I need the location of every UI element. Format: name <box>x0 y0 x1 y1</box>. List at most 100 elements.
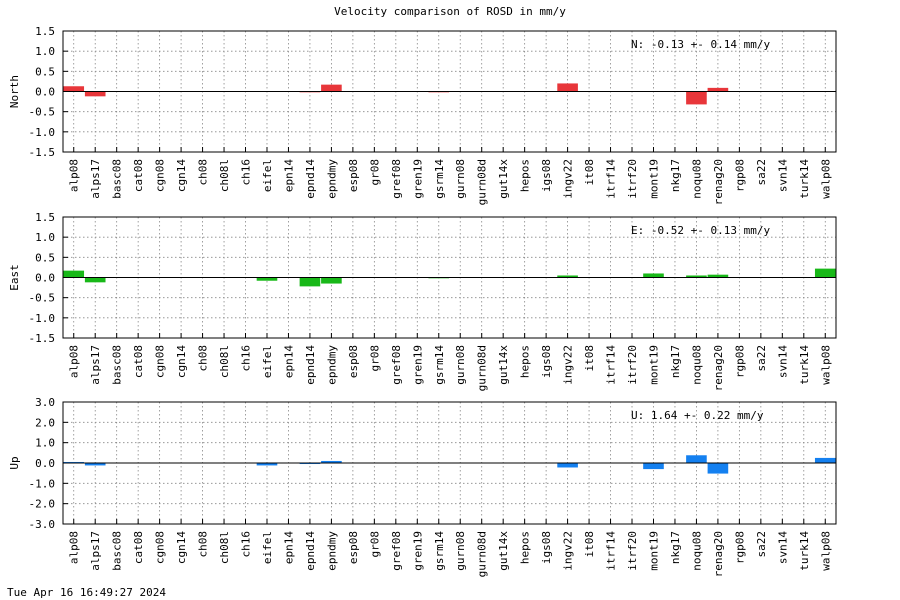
xtick-label: ch16 <box>240 159 253 186</box>
xtick-label: ch08l <box>218 159 231 192</box>
xtick-label: cat08 <box>132 345 145 378</box>
bar-alp08 <box>63 270 85 278</box>
xtick-label: rgp08 <box>733 345 746 378</box>
xtick-label: gurn08 <box>454 159 467 199</box>
xtick-label: gut14x <box>497 345 510 385</box>
xtick-label: ch08 <box>197 531 210 558</box>
ylabel: North <box>8 75 21 108</box>
ytick-label: -1.5 <box>29 146 56 159</box>
xtick-label: epndmy <box>325 531 338 571</box>
ytick-label: 0.0 <box>35 86 55 99</box>
xtick-label: cgn08 <box>154 531 167 564</box>
xtick-label: rgp08 <box>733 159 746 192</box>
xtick-label: alp08 <box>68 159 81 192</box>
chart-title: Velocity comparison of ROSD in mm/y <box>334 5 566 18</box>
timestamp: Tue Apr 16 16:49:27 2024 <box>7 586 166 599</box>
xtick-label: turk14 <box>798 345 811 385</box>
xtick-label: cgn14 <box>175 159 188 192</box>
xtick-label: it08 <box>583 531 596 558</box>
xtick-label: nkg17 <box>669 531 682 564</box>
plot-frame <box>62 216 837 339</box>
bar-walp08 <box>814 457 836 463</box>
xtick-label: svn14 <box>776 345 789 378</box>
bar-ingv22 <box>557 275 578 278</box>
xtick-label: ch08 <box>197 159 210 186</box>
ytick-label: -1.0 <box>29 126 56 139</box>
ytick-label: 1.0 <box>35 231 55 244</box>
bar-eifel <box>256 463 278 466</box>
xtick-label: itrf20 <box>626 531 639 571</box>
xtick-label: gr08 <box>368 345 381 372</box>
xtick-label: it08 <box>583 159 596 186</box>
bar-ingv22 <box>557 83 578 92</box>
xtick-label: igs08 <box>540 345 553 378</box>
xtick-label: turk14 <box>798 531 811 571</box>
ytick-label: 3.0 <box>35 396 55 409</box>
xtick-label: ch16 <box>240 531 253 558</box>
xtick-label: cat08 <box>132 159 145 192</box>
panel-east: 1.5 1.0 0.5 0.0 -0.5 -1.0 -1.5 alp08 alps17 basc0… <box>8 211 837 391</box>
ytick-label: -1.5 <box>29 332 56 345</box>
xtick-label: sa22 <box>755 159 768 186</box>
xtick-label: mont19 <box>647 159 660 199</box>
xtick-label: ch08 <box>197 345 210 372</box>
xtick-label: renag20 <box>712 159 725 205</box>
bar-eifel <box>256 277 278 281</box>
xtick-label: basc08 <box>111 531 124 571</box>
xtick-label: epn14 <box>282 531 295 564</box>
xtick-label: alps17 <box>89 345 102 385</box>
xtick-label: sa22 <box>755 345 768 372</box>
bar-alps17 <box>84 91 106 97</box>
xtick-label: itrf14 <box>605 345 618 385</box>
xtick-label: hepos <box>519 345 532 378</box>
xtick-label: itrf14 <box>605 531 618 571</box>
bar-noqu08 <box>686 275 707 278</box>
ytick-label: -0.5 <box>29 292 56 305</box>
xtick-label: svn14 <box>776 159 789 192</box>
plot-frame <box>62 30 837 153</box>
bar-alps17 <box>84 277 106 283</box>
ytick-label: 1.0 <box>35 45 55 58</box>
xtick-label: walp08 <box>819 531 832 571</box>
ylabel: Up <box>8 456 21 469</box>
xtick-label: gref08 <box>390 345 403 385</box>
xtick-label: gsrm14 <box>433 345 446 385</box>
xtick-label: renag20 <box>712 345 725 391</box>
xtick-label: eifel <box>261 159 274 192</box>
xtick-label: hepos <box>519 531 532 564</box>
xtick-label: itrf20 <box>626 159 639 199</box>
xtick-label: walp08 <box>819 159 832 199</box>
xtick-label: epnd14 <box>304 345 317 385</box>
ytick-label: 1.0 <box>35 437 55 450</box>
xtick-label: epndmy <box>325 159 338 199</box>
xtick-label: cgn08 <box>154 159 167 192</box>
ytick-label: 0.0 <box>35 457 55 470</box>
bar-epnd14 <box>299 463 321 465</box>
xtick-label: gurn08 <box>454 345 467 385</box>
bar-ingv22 <box>557 463 578 468</box>
ytick-label: -0.5 <box>29 106 56 119</box>
bar-epndmy <box>321 277 342 284</box>
xtick-label: igs08 <box>540 531 553 564</box>
xtick-label: renag20 <box>712 531 725 577</box>
xtick-label: nkg17 <box>669 159 682 192</box>
xtick-label: turk14 <box>798 159 811 199</box>
ytick-label: -2.0 <box>29 498 56 511</box>
panel-north: 1.5 1.0 0.5 0.0 -0.5 -1.0 -1.5 alp08 alps17 basc0… <box>8 25 837 205</box>
xtick-label: ingv22 <box>562 159 575 199</box>
xtick-label: epndmy <box>325 345 338 385</box>
xtick-label: esp08 <box>347 531 360 564</box>
bar-renag20 <box>707 463 729 474</box>
xtick-label: eifel <box>261 345 274 378</box>
xtick-label: epn14 <box>282 345 295 378</box>
xtick-label: alp08 <box>68 531 81 564</box>
xtick-label: gr08 <box>368 531 381 558</box>
xtick-label: cgn14 <box>175 531 188 564</box>
xtick-label: gren19 <box>411 159 424 199</box>
xtick-label: itrf20 <box>626 345 639 385</box>
xtick-label: basc08 <box>111 159 124 199</box>
xtick-label: gurn08d <box>476 345 489 391</box>
bar-renag20 <box>707 274 729 278</box>
bar-alp08 <box>63 461 85 463</box>
xtick-label: gut14x <box>497 531 510 571</box>
